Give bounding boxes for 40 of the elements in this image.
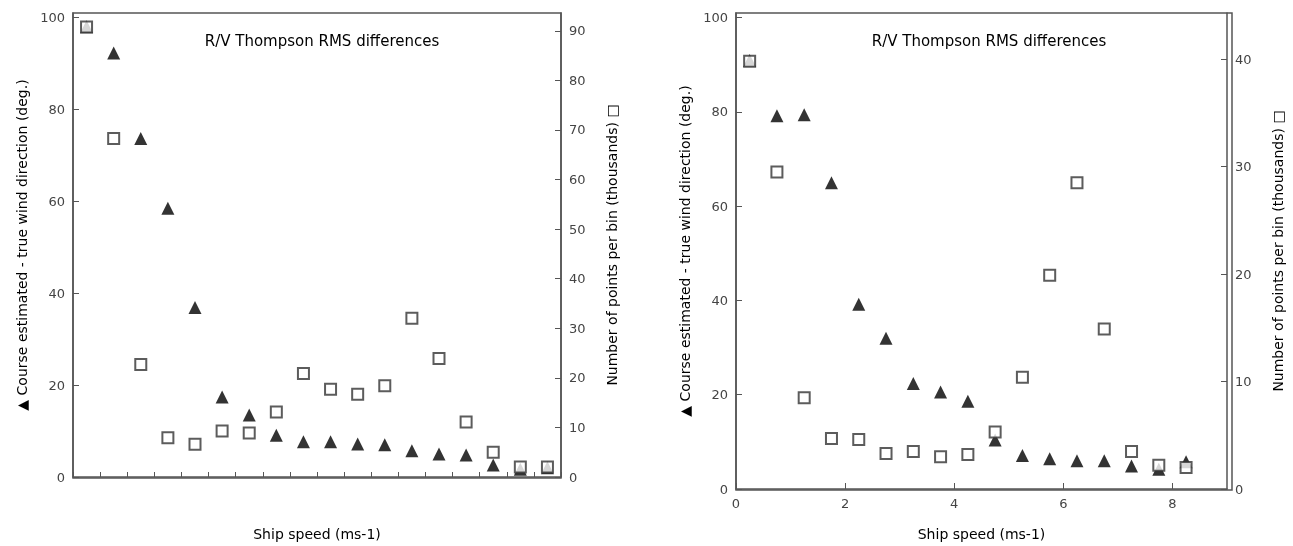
y-tick-label: 80 xyxy=(48,101,65,117)
x-tick-label: 4 xyxy=(950,496,959,511)
y2-tick-label: 10 xyxy=(569,419,586,435)
x-axis-title: Ship speed (ms-1) xyxy=(917,526,1046,542)
y-tick-label: 0 xyxy=(56,469,65,485)
y2-axis-title: Number of points per bin (thousands) □ xyxy=(604,104,620,386)
y-tick-label: 20 xyxy=(48,377,65,393)
text: R/V Thompson RMS differences xyxy=(204,31,440,50)
y-axis-title: ▲ Course estimated - true wind direction (deg.) xyxy=(677,85,693,417)
x-tick-label: 8 xyxy=(1168,496,1177,511)
y2-tick-label: 60 xyxy=(569,172,586,188)
y2-axis-title: Number of points per bin (thousands) □ xyxy=(1270,110,1286,392)
y-axis-title: ▲ Course estimated - true wind direction (deg.) xyxy=(14,79,30,411)
y2-tick-label: 30 xyxy=(569,320,586,336)
y-tick-label: 80 xyxy=(711,104,728,120)
y2-tick-label: 20 xyxy=(1235,266,1252,282)
y2-tick-label: 10 xyxy=(1235,374,1252,390)
y-tick-label: 100 xyxy=(703,10,728,26)
y2-tick-label: 0 xyxy=(1235,481,1244,497)
y2-tick-label: 40 xyxy=(1235,51,1252,67)
y2-tick-label: 30 xyxy=(1235,159,1252,175)
y2-tick-label: 50 xyxy=(569,221,586,237)
x-tick-label: 2 xyxy=(840,496,850,511)
y2-tick-label: 90 xyxy=(569,23,586,39)
y2-tick-label: 80 xyxy=(569,72,586,88)
y-tick-label: 40 xyxy=(48,285,65,301)
y2-tick-label: 20 xyxy=(569,370,586,386)
y-tick-label: 20 xyxy=(711,387,728,403)
y-tick-label: 60 xyxy=(48,193,65,209)
y-tick-label: 60 xyxy=(711,198,728,214)
x-tick-label: 0 xyxy=(731,496,741,511)
text: R/V Thompson RMS differences xyxy=(871,31,1107,50)
y2-tick-label: 70 xyxy=(569,122,586,138)
y-tick-label: 0 xyxy=(719,481,728,497)
y-tick-label: 100 xyxy=(40,10,65,26)
x-tick-label: 6 xyxy=(1059,496,1068,511)
y2-tick-label: 0 xyxy=(569,469,578,485)
y2-tick-label: 40 xyxy=(569,271,586,287)
y-tick-label: 40 xyxy=(711,292,728,308)
x-axis-title: Ship speed (ms-1) xyxy=(253,526,381,542)
